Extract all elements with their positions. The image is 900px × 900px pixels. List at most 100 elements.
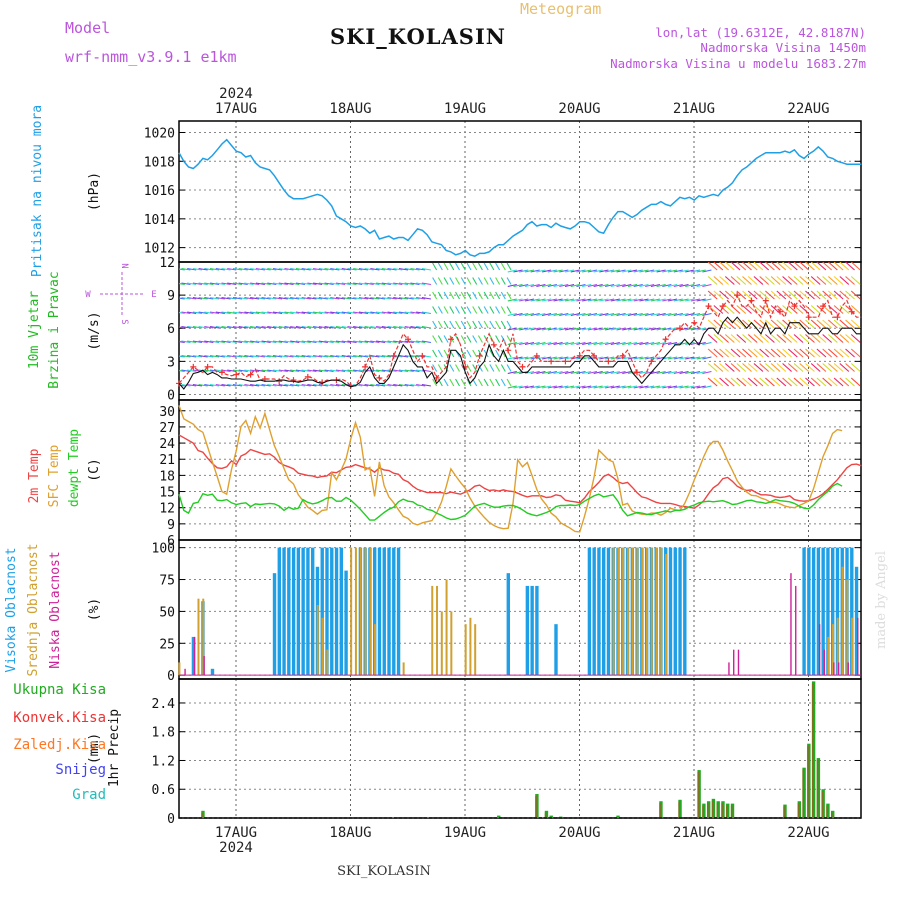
wind-barb [593, 269, 603, 273]
wind-barb [770, 363, 781, 372]
wind-barb [650, 356, 661, 360]
wind-barb [318, 325, 328, 329]
wind-barb [267, 282, 277, 286]
wind-barb [753, 348, 764, 358]
wind-barb [495, 291, 501, 300]
wind-barb [765, 290, 775, 300]
wind-barb [267, 296, 277, 300]
wind-barb [179, 282, 185, 286]
wind-barb [432, 335, 438, 343]
wind-barb [472, 277, 478, 285]
gust-marker [362, 363, 369, 370]
wind-barb [719, 363, 729, 372]
wind-barb [250, 369, 260, 373]
wind-barb [690, 341, 701, 346]
gust-marker [705, 303, 712, 310]
pressure-line [178, 138, 862, 258]
wind-barb [416, 282, 426, 286]
wind-barb [437, 306, 443, 314]
y-tick-label: 50 [159, 605, 175, 620]
wind-barb [747, 348, 758, 358]
wind-barb [347, 267, 357, 271]
wind-barb [301, 296, 311, 300]
wind-barb [335, 369, 346, 373]
wind-barb [650, 312, 661, 317]
wind-barb [793, 363, 804, 372]
wind-barb [179, 311, 185, 315]
wind-barb [238, 340, 248, 344]
wind-barb [564, 370, 575, 375]
high-cloud-bar [272, 573, 277, 676]
wind-barb [765, 348, 775, 358]
wind-barb [576, 341, 586, 346]
wind-barb [530, 385, 540, 389]
wind-barb [460, 277, 466, 285]
high-cloud-bar [678, 547, 682, 676]
wind-barb [753, 262, 764, 271]
wind-barb [833, 363, 844, 372]
wind-barb [404, 369, 414, 373]
wind-barb [238, 282, 248, 286]
wind-barb [489, 291, 495, 300]
wind-barb [404, 383, 414, 387]
panel-frame [178, 120, 862, 263]
precip-bar [807, 743, 811, 818]
wind-barb [765, 319, 775, 329]
wind-barb [713, 377, 724, 387]
wind-barb [513, 370, 523, 375]
wind-barb [284, 369, 294, 373]
y-tick-label: 1014 [144, 213, 175, 228]
day-label-bottom: 18AUG [329, 825, 371, 841]
wind-barb [506, 335, 512, 343]
wind-barb [387, 296, 397, 300]
wind-barb [341, 311, 351, 315]
precip-bar [783, 804, 787, 818]
wind-barb [587, 283, 598, 288]
high-cloud-bar [807, 547, 811, 676]
wind-barb [742, 276, 752, 285]
wind-barb [673, 269, 683, 273]
wind-barb [232, 383, 243, 387]
wind-barb [810, 305, 821, 314]
wind-barb [662, 283, 672, 288]
wind-barb [209, 282, 220, 286]
gust-marker [519, 363, 526, 370]
wind-barb [387, 383, 397, 387]
wind-barb [599, 341, 609, 346]
high-cloud-bar [277, 547, 281, 676]
panel-frame [178, 399, 862, 541]
wind-barb [204, 325, 214, 329]
wind-barb [443, 349, 449, 358]
mid-cloud-bar [369, 547, 372, 676]
wind-barb [810, 363, 821, 372]
wind-barb [787, 262, 798, 271]
wind-barb [724, 334, 735, 343]
wind-barb [519, 385, 529, 389]
wind-barb [472, 306, 478, 314]
wind-barb [227, 267, 237, 271]
wind-barb [295, 354, 306, 358]
wind-barb [564, 385, 575, 389]
wind-barb [519, 298, 529, 302]
y-tick-label: 24 [159, 437, 175, 452]
wind-barb [179, 355, 185, 358]
wind-barb [662, 312, 672, 317]
wind-barb [662, 298, 672, 302]
wind-barb [370, 267, 380, 271]
day-label-bottom: 19AUG [444, 825, 486, 841]
wind-barb [472, 320, 478, 329]
wind-barb [730, 319, 741, 329]
wind-barb [353, 340, 363, 344]
wind-barb [702, 370, 712, 375]
precip-bar [535, 794, 539, 818]
wind-barb [799, 363, 810, 372]
wind-barb [582, 312, 592, 317]
precip-bar [716, 801, 720, 818]
wind-barb [707, 290, 718, 300]
wind-barb [627, 385, 638, 389]
wind-barb [656, 283, 666, 288]
wind-barb [261, 369, 271, 373]
wind-barb [387, 340, 397, 344]
wind-barb [833, 262, 844, 271]
wind-barb [181, 282, 191, 286]
